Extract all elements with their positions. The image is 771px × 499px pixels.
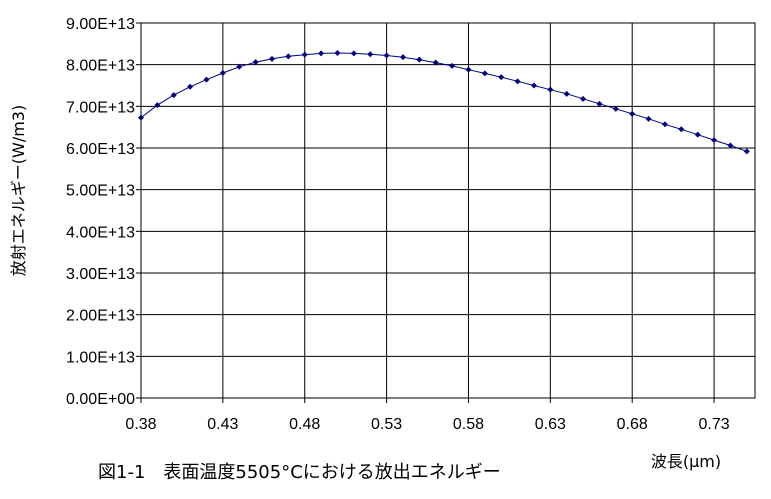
- x-tick-label: 0.48: [289, 416, 320, 433]
- data-point: [596, 100, 603, 107]
- x-tick-label: 0.68: [617, 416, 648, 433]
- data-point: [367, 51, 374, 58]
- y-tick-label: 7.00E+13: [66, 99, 135, 116]
- data-point: [301, 51, 308, 58]
- y-tick-label: 6.00E+13: [66, 141, 135, 158]
- x-tick-label: 0.43: [207, 416, 238, 433]
- data-point: [727, 142, 734, 149]
- data-point: [416, 56, 423, 63]
- data-point: [236, 63, 243, 70]
- data-point: [530, 82, 537, 89]
- data-point: [481, 70, 488, 77]
- data-point: [514, 78, 521, 85]
- data-point: [219, 70, 226, 76]
- y-tick-label: 8.00E+13: [66, 58, 135, 75]
- data-point: [678, 126, 685, 133]
- data-point: [661, 121, 668, 128]
- plot-area: [140, 22, 756, 399]
- data-point: [449, 62, 456, 69]
- data-point: [203, 76, 210, 83]
- data-point: [563, 90, 570, 97]
- data-point: [612, 105, 619, 112]
- y-axis-title: 放射エネルギー(W/m3): [9, 105, 28, 276]
- x-axis-ticks: 0.38 0.43 0.48 0.53 0.58 0.63 0.68 0.73: [125, 398, 730, 433]
- data-point: [465, 66, 472, 73]
- data-point: [711, 137, 718, 144]
- y-tick-label: 1.00E+13: [66, 349, 135, 366]
- data-point: [154, 102, 161, 109]
- data-point: [399, 54, 406, 61]
- x-tick-label: 0.38: [125, 416, 156, 433]
- data-point: [170, 92, 177, 99]
- series-markers: [138, 50, 750, 155]
- data-point: [645, 115, 652, 122]
- data-point: [252, 59, 259, 66]
- data-point: [318, 50, 325, 57]
- x-tick-label: 0.73: [698, 416, 729, 433]
- x-axis-title: 波長(μm): [651, 452, 721, 471]
- data-point: [268, 55, 275, 62]
- data-point: [498, 74, 505, 81]
- series-line: [140, 52, 747, 152]
- x-tick-label: 0.63: [535, 416, 566, 433]
- data-point: [285, 53, 292, 60]
- data-point: [694, 131, 701, 138]
- data-point: [383, 52, 390, 59]
- y-axis-ticks: 0.00E+00 1.00E+13 2.00E+13 3.00E+13 4.00E+13…: [66, 16, 141, 408]
- data-point: [432, 59, 439, 66]
- y-tick-label: 4.00E+13: [66, 224, 135, 241]
- data-point: [547, 86, 554, 93]
- grid-lines: [140, 22, 755, 399]
- data-point: [743, 148, 750, 155]
- x-tick-label: 0.58: [453, 416, 484, 433]
- y-tick-label: 2.00E+13: [66, 308, 135, 325]
- data-point: [187, 83, 194, 90]
- x-tick-label: 0.53: [371, 416, 402, 433]
- y-tick-label: 5.00E+13: [66, 183, 135, 200]
- figure-caption: 図1-1 表面温度5505°Cにおける放出エネルギー: [98, 462, 501, 483]
- data-point: [350, 50, 357, 57]
- data-point: [138, 114, 144, 121]
- y-tick-label: 3.00E+13: [66, 266, 135, 283]
- data-point: [334, 50, 341, 56]
- data-point: [580, 95, 587, 102]
- y-tick-label: 9.00E+13: [66, 16, 135, 33]
- y-tick-label: 0.00E+00: [66, 391, 135, 408]
- data-point: [629, 110, 636, 117]
